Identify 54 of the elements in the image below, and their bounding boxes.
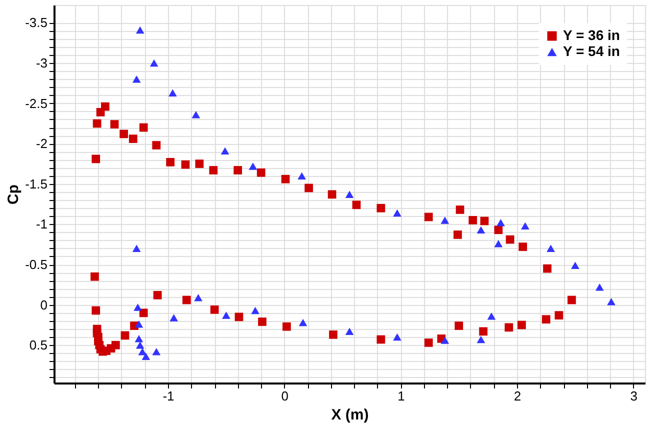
y-tick-label: -1 [36, 216, 48, 232]
point [222, 312, 230, 319]
point [440, 336, 450, 344]
point [248, 162, 258, 170]
point [345, 190, 354, 198]
x-tick-label: 3 [630, 388, 638, 404]
x-tick-label: 1 [398, 388, 405, 404]
y-tick-label: -2.5 [25, 96, 48, 111]
legend-label: Y = 36 in [563, 27, 620, 43]
y-tick-label: -3.5 [25, 15, 48, 30]
point [393, 209, 402, 217]
point [571, 262, 580, 269]
y-tick-label: -2 [36, 136, 48, 152]
point [298, 318, 308, 326]
y-tick-label: 0 [40, 297, 48, 312]
point [607, 298, 616, 306]
y-tick-label: -0.5 [25, 257, 48, 272]
point [487, 312, 496, 320]
point [134, 304, 142, 311]
x-axis-title: X (m) [331, 406, 369, 424]
point [192, 110, 200, 118]
point [496, 218, 505, 226]
point [170, 314, 178, 322]
x-tick-label: 0 [281, 388, 288, 404]
y-tick-label: -3 [36, 56, 48, 71]
legend-label: Y = 54 in [563, 43, 620, 59]
point [393, 333, 402, 341]
point [251, 306, 260, 314]
y-tick-label: 0.5 [29, 338, 48, 353]
point [194, 294, 202, 302]
point [142, 352, 150, 360]
point [595, 283, 604, 291]
point [220, 147, 230, 155]
x-tick-label: -1 [162, 388, 174, 404]
point [494, 240, 503, 248]
point [440, 216, 450, 224]
point [134, 335, 144, 342]
y-tick-label: -1.5 [25, 176, 48, 192]
point [168, 89, 177, 96]
point [476, 336, 486, 344]
point [345, 328, 354, 336]
point [546, 244, 555, 252]
point [476, 226, 486, 234]
point [150, 59, 158, 67]
point [298, 172, 306, 180]
x-tick-label: 2 [514, 388, 522, 404]
y-axis-title: Cp [5, 184, 22, 204]
point [136, 26, 144, 34]
point [132, 76, 141, 83]
point [136, 341, 144, 349]
point [152, 348, 161, 356]
point [520, 222, 530, 230]
point [134, 320, 144, 328]
point [132, 244, 141, 252]
